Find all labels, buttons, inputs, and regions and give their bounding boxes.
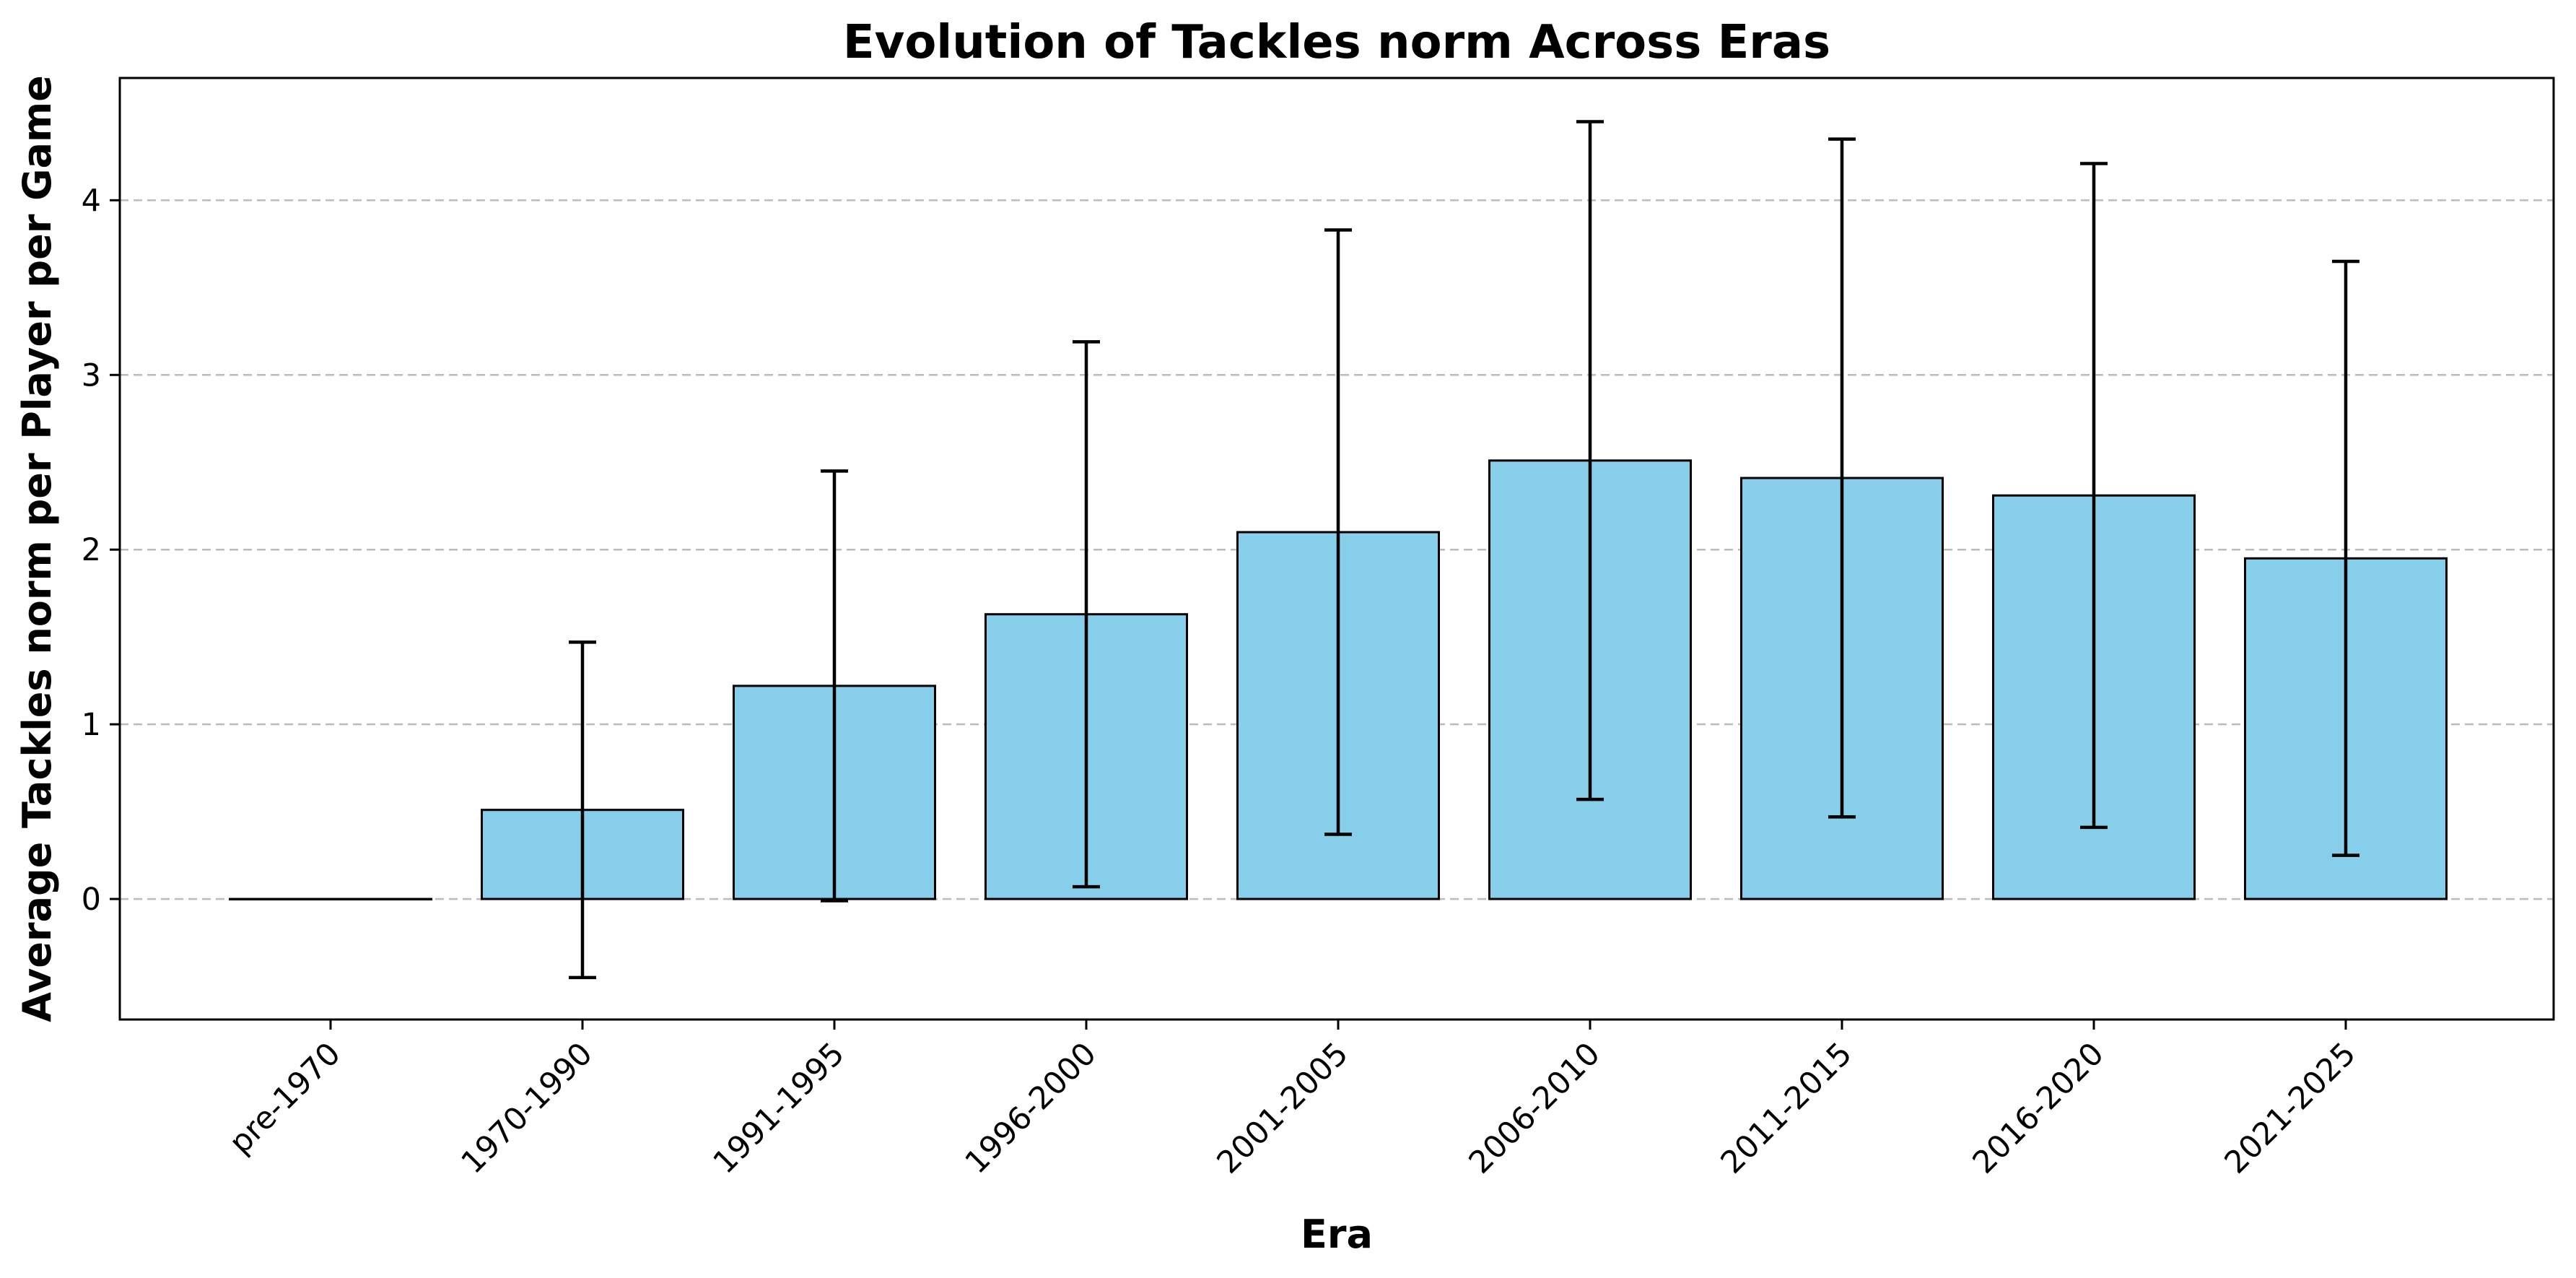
y-tick-label: 1 <box>82 707 101 743</box>
x-tick-label: 1970-1990 <box>455 1035 600 1181</box>
x-tick-label: 2011-2015 <box>1714 1035 1859 1181</box>
y-axis-ticks: 0 1 2 3 4 <box>82 183 120 918</box>
y-axis-label: Average Tackles norm per Player per Game <box>14 75 60 1022</box>
x-tick-label: 2006-2010 <box>1462 1035 1607 1181</box>
x-tick-label: 2001-2005 <box>1210 1035 1355 1181</box>
x-axis-label: Era <box>1301 1212 1373 1257</box>
y-tick-label: 4 <box>82 183 101 219</box>
y-tick-label: 2 <box>82 532 101 568</box>
bar <box>229 897 432 901</box>
y-tick-label: 3 <box>82 357 101 394</box>
x-tick-label: 2016-2020 <box>1966 1035 2111 1181</box>
x-tick-label: pre-1970 <box>222 1035 348 1161</box>
y-tick-label: 0 <box>82 882 101 918</box>
x-tick-label: 2021-2025 <box>2218 1035 2363 1181</box>
x-axis-ticks: pre-1970 1970-1990 1991-1995 1996-2000 2001-… <box>222 1020 2363 1181</box>
x-tick-label: 1996-2000 <box>959 1035 1104 1181</box>
error-bars <box>569 120 2359 980</box>
x-tick-label: 1991-1995 <box>707 1035 852 1181</box>
chart-title: Evolution of Tackles norm Across Eras <box>843 16 1830 69</box>
